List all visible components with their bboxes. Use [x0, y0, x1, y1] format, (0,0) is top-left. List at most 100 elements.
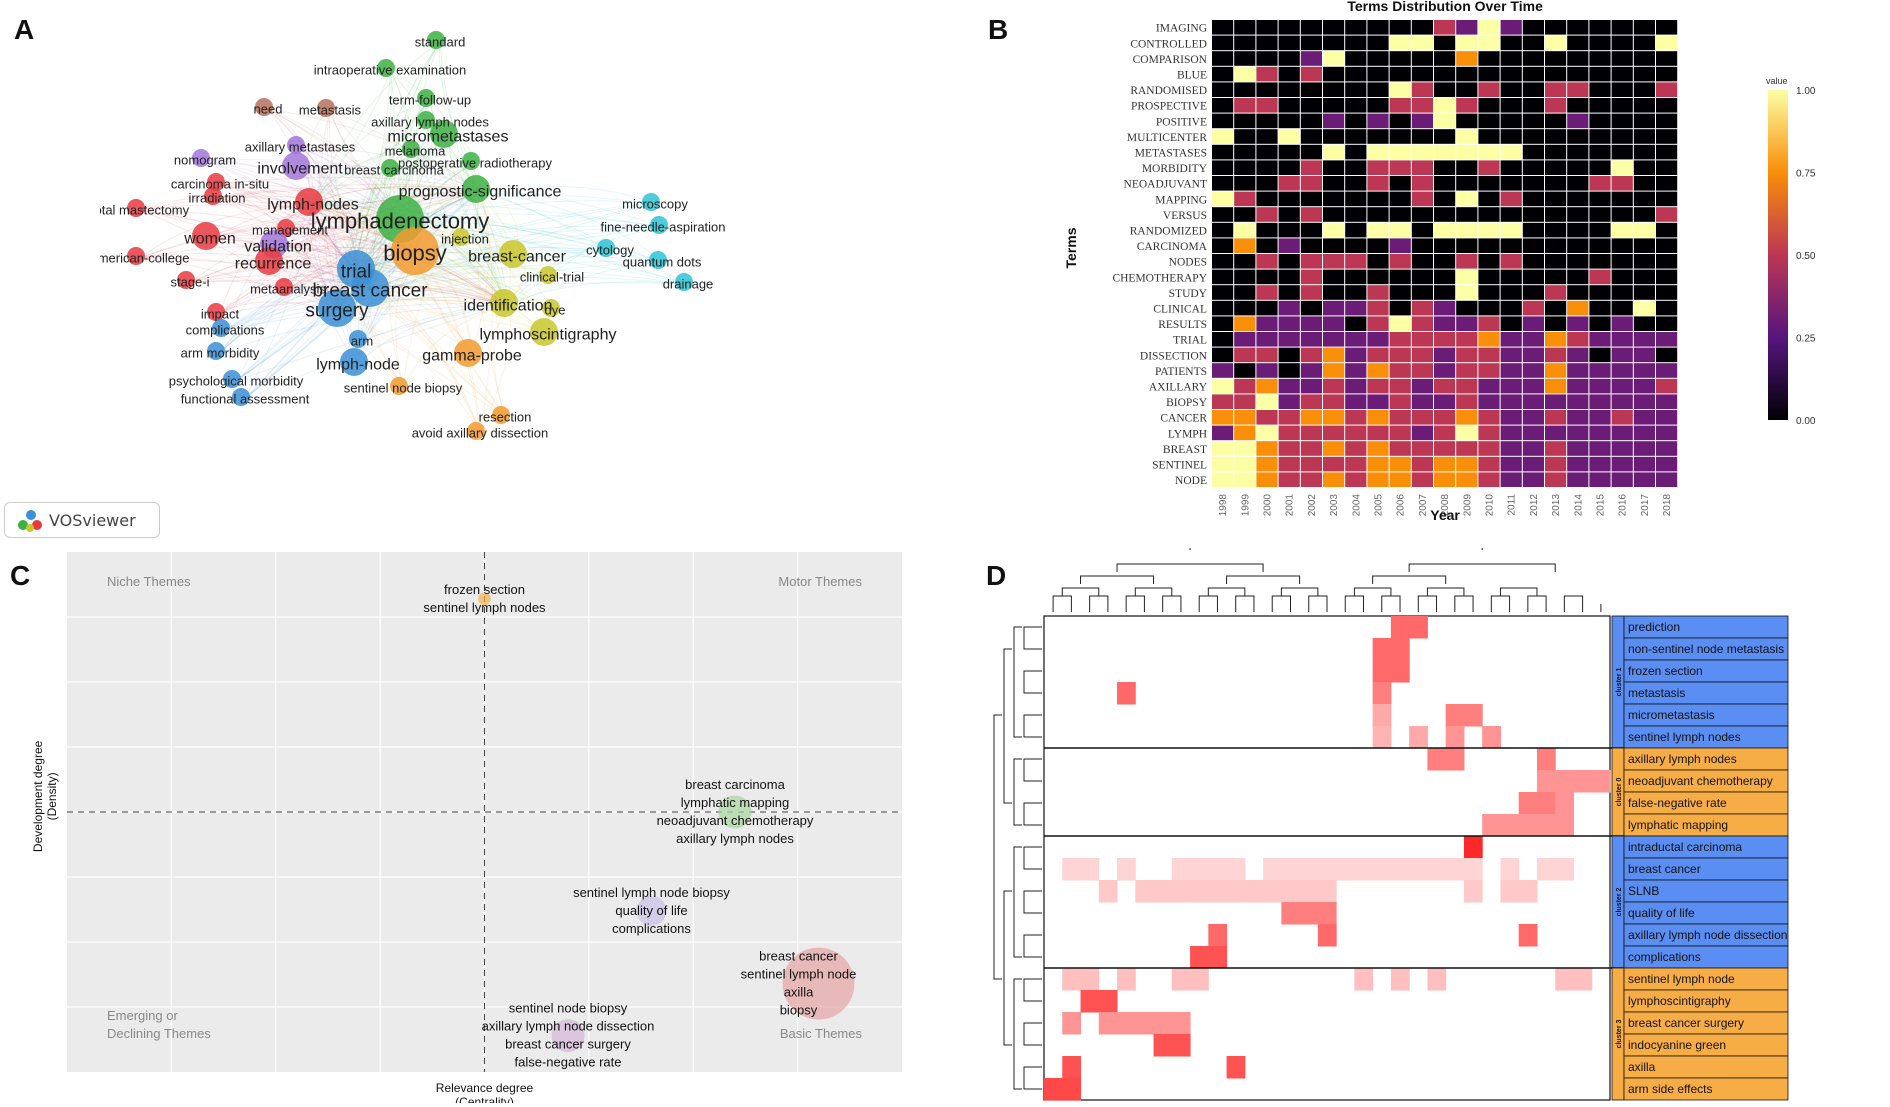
- heatmap-cell: [1656, 160, 1678, 175]
- heatmap-cell: [1656, 66, 1678, 82]
- heatmap-cell: [1589, 378, 1611, 394]
- network-term-label: avoid axillary dissection: [412, 425, 549, 440]
- network-link: [219, 270, 357, 354]
- heatmap-cell: [1656, 300, 1678, 316]
- heatmap-cell: [1500, 207, 1522, 222]
- heatmap-cell: [1389, 472, 1411, 487]
- heatmap-term-label: DISSECTION: [1140, 350, 1208, 362]
- heatmap-cell: [1500, 347, 1522, 363]
- heatmap-cell: [1278, 66, 1300, 82]
- thematic-xlabel-sub: (Centrality): [455, 1095, 514, 1103]
- network-term-label: lymph-nodes: [267, 196, 359, 213]
- network-link: [139, 220, 401, 259]
- heatmap-cell: [1427, 748, 1447, 771]
- heatmap-cell: [1323, 332, 1345, 347]
- theme-term-label: axillary lymph nodes: [676, 831, 794, 846]
- network-term-label: arm morbidity: [181, 345, 260, 360]
- heatmap-cell: [1389, 207, 1411, 222]
- heatmap-cell: [1567, 456, 1589, 472]
- heatmap-cell: [1300, 98, 1322, 113]
- heatmap-cell: [1478, 316, 1500, 331]
- heatmap-cell: [1567, 207, 1589, 222]
- heatmap-cell: [1611, 82, 1633, 97]
- heatmap-cell: [1300, 144, 1322, 160]
- heatmap-cell: [1656, 113, 1678, 129]
- heatmap-cell: [1518, 924, 1538, 947]
- heatmap-cell: [1281, 858, 1301, 881]
- heatmap-cell: [1317, 902, 1337, 925]
- heatmap-cell: [1555, 858, 1574, 881]
- heatmap-cell: [1389, 363, 1411, 378]
- heatmap-cell: [1367, 394, 1389, 409]
- heatmap-cell: [1545, 425, 1567, 441]
- thematic-ylabel: Development degree: [31, 740, 45, 852]
- network-link: [209, 190, 481, 239]
- heatmap-cell: [1589, 441, 1611, 456]
- panel-label-b: B: [988, 14, 1009, 45]
- heatmap-cell: [1212, 144, 1234, 160]
- heatmap-cell: [1234, 82, 1256, 97]
- heatmap-cell: [1545, 82, 1567, 97]
- heatmap-term-label: IMAGING: [1156, 23, 1207, 35]
- network-node: [675, 273, 693, 291]
- heatmap-cell: [1656, 51, 1678, 66]
- heatmap-cell: [1323, 176, 1345, 191]
- dendrogram-branch: [1023, 978, 1032, 1002]
- term-label: SLNB: [1628, 884, 1659, 898]
- heatmap-cell: [1411, 378, 1433, 394]
- heatmap-cell: [1500, 332, 1522, 347]
- heatmap-cell: [1611, 456, 1633, 472]
- theme-term-label: frozen section: [444, 582, 525, 597]
- network-link: [336, 307, 549, 335]
- heatmap-cell: [1456, 425, 1478, 441]
- heatmap-cell: [1278, 191, 1300, 207]
- heatmap-cell: [1212, 207, 1234, 222]
- heatmap-cell: [1434, 472, 1456, 487]
- heatmap-cell: [1456, 176, 1478, 191]
- heatmap-cell: [1323, 347, 1345, 363]
- heatmap-cell: [1456, 316, 1478, 331]
- heatmap-cell: [1434, 113, 1456, 129]
- heatmap-cell: [1389, 129, 1411, 144]
- network-term-label: irradiation: [188, 190, 245, 205]
- heatmap-cell: [1545, 300, 1567, 316]
- network-term-label: trial: [341, 261, 372, 282]
- heatmap-cell: [1500, 425, 1522, 441]
- heatmap-cell: [1611, 66, 1633, 82]
- theme-term-label: sentinel lymph nodes: [423, 600, 546, 615]
- heatmap-cell: [1323, 378, 1345, 394]
- legend-tick-label: 0.00: [1796, 416, 1816, 427]
- heatmap-term-label: RANDOMISED: [1130, 85, 1207, 97]
- network-link: [139, 209, 371, 291]
- network-term-label: complications: [186, 322, 265, 337]
- heatmap-cell: [1411, 410, 1433, 425]
- term-label: quality of life: [1628, 906, 1695, 920]
- heatmap-cell: [1567, 254, 1589, 269]
- heatmap-cell: [1367, 222, 1389, 238]
- network-node: [318, 289, 356, 327]
- network-link: [312, 203, 611, 251]
- heatmap-cell: [1234, 363, 1256, 378]
- heatmap-cell: [1500, 98, 1522, 113]
- theme-term-label: sentinel lymph node: [741, 967, 857, 982]
- heatmap-cell: [1591, 770, 1611, 793]
- network-term-label: microscopy: [622, 196, 688, 211]
- network-link: [139, 257, 338, 311]
- heatmap-cell: [1545, 378, 1567, 394]
- heatmap-cell: [1389, 347, 1411, 363]
- heatmap-cell: [1345, 238, 1367, 253]
- heatmap-cell: [1589, 269, 1611, 285]
- heatmap-cell: [1478, 425, 1500, 441]
- heatmap-cell: [1567, 129, 1589, 144]
- network-node: [192, 149, 210, 167]
- dendrogram-branch: [1372, 575, 1447, 584]
- heatmap-cell: [1345, 332, 1367, 347]
- heatmap-cell: [1212, 472, 1234, 487]
- thematic-ylabel-sub: (Density): [45, 772, 59, 820]
- term-label: sentinel lymph nodes: [1628, 730, 1741, 744]
- network-link: [139, 209, 357, 272]
- heatmap-cell: [1117, 682, 1136, 705]
- heatmap-cell: [1567, 269, 1589, 285]
- heatmap-term-label: RANDOMIZED: [1130, 226, 1207, 238]
- heatmap-cell: [1278, 98, 1300, 113]
